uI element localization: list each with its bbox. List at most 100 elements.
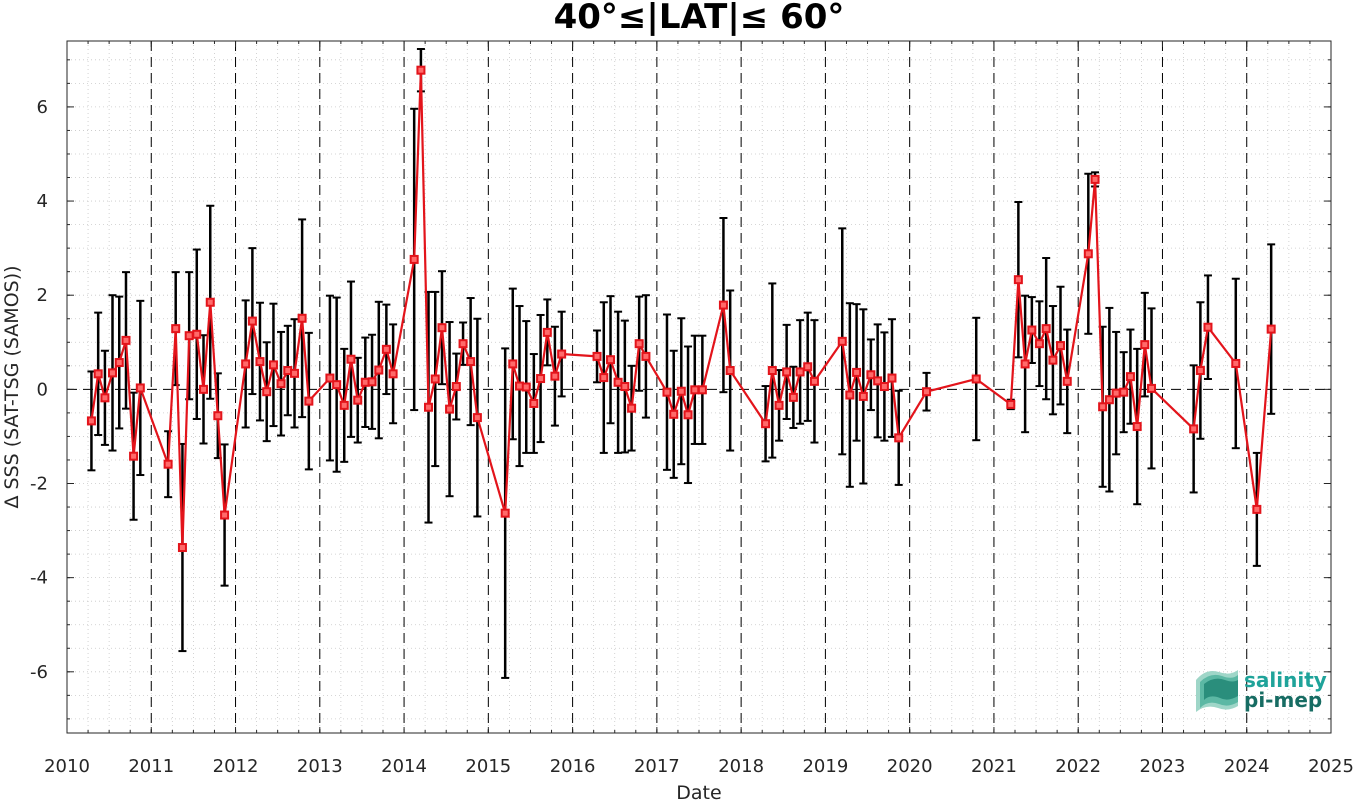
y-tick-label: 6	[37, 97, 48, 118]
data-point	[690, 385, 700, 395]
data-point	[529, 398, 539, 408]
data-point	[887, 373, 897, 383]
data-point	[894, 433, 904, 443]
data-point	[409, 254, 419, 264]
data-point	[1266, 324, 1276, 334]
y-tick-label: -6	[30, 662, 48, 683]
data-point	[430, 374, 440, 384]
data-point	[163, 459, 173, 469]
x-tick-label: 2020	[887, 756, 933, 777]
data-point	[1203, 322, 1213, 332]
data-point	[837, 336, 847, 346]
data-point	[782, 367, 792, 377]
data-point	[171, 324, 181, 334]
y-tick-label: -2	[30, 474, 48, 495]
data-point	[86, 416, 96, 426]
data-point	[1252, 504, 1262, 514]
x-tick-label: 2024	[1224, 756, 1270, 777]
x-tick-labels: 2010 2011 2012 2013 2014 2015 2016 2017 2018 2019…	[44, 756, 1354, 777]
data-point	[852, 367, 862, 377]
data-point	[767, 366, 777, 376]
data-point	[971, 374, 981, 384]
data-point	[641, 351, 651, 361]
data-point	[388, 369, 398, 379]
data-point	[339, 400, 349, 410]
salinity-pi-mep-logo: salinity pi-mep	[1196, 668, 1327, 712]
data-point	[437, 323, 447, 333]
y-tick-label: 0	[37, 379, 48, 400]
data-point	[676, 386, 686, 396]
data-point	[592, 351, 602, 361]
data-point	[1119, 387, 1129, 397]
data-point	[620, 382, 630, 392]
data-point	[1140, 340, 1150, 350]
y-tick-labels: -6 -4 -2 0 2 4 6	[30, 97, 48, 683]
data-point	[304, 396, 314, 406]
data-point	[129, 451, 139, 461]
data-point	[205, 297, 215, 307]
data-point	[1125, 372, 1135, 382]
data-point	[500, 508, 510, 518]
x-tick-label: 2010	[44, 756, 90, 777]
data-point	[241, 359, 251, 369]
data-point	[466, 357, 476, 367]
data-point	[177, 543, 187, 553]
data-point	[268, 360, 278, 370]
data-point	[1027, 325, 1037, 335]
data-point	[1006, 399, 1016, 409]
data-point	[416, 65, 426, 75]
data-point	[472, 413, 482, 423]
data-point	[346, 354, 356, 364]
data-point	[634, 339, 644, 349]
data-point	[121, 335, 131, 345]
data-point	[1062, 376, 1072, 386]
x-tick-label: 2013	[297, 756, 343, 777]
data-point	[662, 387, 672, 397]
data-point	[290, 368, 300, 378]
data-point	[795, 367, 805, 377]
data-point	[774, 400, 784, 410]
data-point	[627, 403, 637, 413]
data-point	[1034, 339, 1044, 349]
data-point	[1041, 324, 1051, 334]
data-point	[458, 339, 468, 349]
data-point	[325, 373, 335, 383]
y-axis-label: Δ SSS (SAT-TSG (SAMOS))	[1, 265, 23, 508]
data-point	[114, 358, 124, 368]
data-point	[542, 327, 552, 337]
data-point	[536, 374, 546, 384]
data-point	[550, 371, 560, 381]
plot-frame	[66, 40, 1332, 734]
data-point	[669, 409, 679, 419]
data-point	[1048, 355, 1058, 365]
data-point	[108, 368, 118, 378]
data-point	[1111, 388, 1121, 398]
x-tick-label: 2015	[465, 756, 511, 777]
data-point	[213, 411, 223, 421]
x-tick-label: 2011	[128, 756, 174, 777]
x-tick-label: 2021	[971, 756, 1017, 777]
y-tick-label: -4	[30, 568, 48, 589]
data-point	[866, 370, 876, 380]
data-point	[1090, 174, 1100, 184]
logo-mark-icon	[1196, 670, 1238, 712]
x-tick-label: 2019	[802, 756, 848, 777]
data-point	[521, 382, 531, 392]
data-point	[718, 300, 728, 310]
y-tick-label: 2	[37, 285, 48, 306]
data-point	[1013, 275, 1023, 285]
data-point	[374, 365, 384, 375]
x-axis-label: Date	[676, 782, 721, 801]
data-point	[1147, 383, 1157, 393]
logo-text-line1: salinity	[1244, 668, 1327, 692]
data-point	[599, 373, 609, 383]
data-point	[184, 331, 194, 341]
data-point	[557, 349, 567, 359]
x-tick-label: 2023	[1140, 756, 1186, 777]
data-point	[381, 344, 391, 354]
data-point	[220, 510, 230, 520]
data-point	[135, 383, 145, 393]
data-point	[1104, 395, 1114, 405]
data-point	[199, 384, 209, 394]
